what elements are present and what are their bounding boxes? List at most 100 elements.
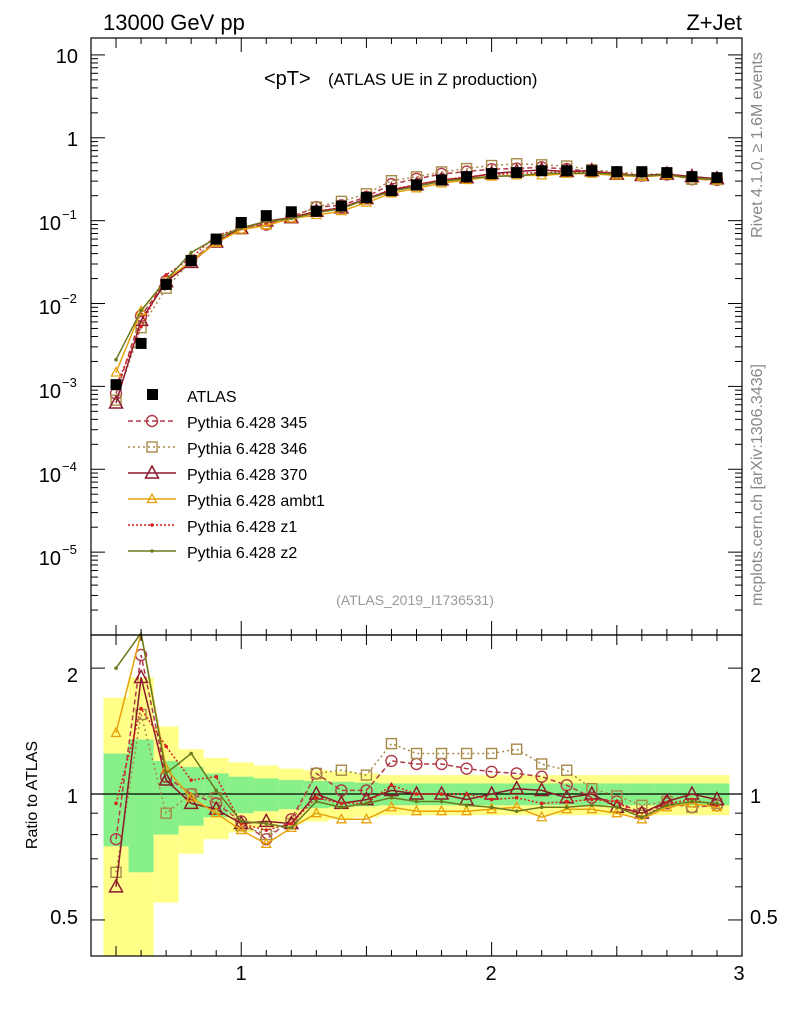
series-point-main <box>108 394 124 409</box>
series-point-ratio <box>636 812 648 824</box>
series-point-ratio <box>383 781 400 797</box>
series-point-ratio <box>310 767 323 780</box>
y-tick-exponent: −4 <box>62 459 77 474</box>
legend-marker <box>146 441 158 453</box>
header-left: 13000 GeV pp <box>103 10 245 35</box>
series-point-main <box>114 357 118 362</box>
series-line-ratio <box>115 654 718 841</box>
legend-marker <box>150 549 154 553</box>
series-point-main <box>260 219 272 230</box>
series-point-ratio <box>108 878 124 893</box>
series-point-ratio <box>715 801 719 806</box>
series-point-ratio <box>389 795 394 800</box>
series-point-ratio <box>439 799 444 804</box>
series-line-ratio <box>115 632 718 845</box>
series-point-ratio <box>464 792 469 796</box>
series-point-ratio <box>335 764 348 776</box>
series-point-ratio <box>164 744 168 749</box>
y-tick-label: 1 <box>67 129 78 151</box>
rivet-version-label: Rivet 4.1.0, ≥ 1.6M events <box>749 52 766 238</box>
series-point-ratio <box>564 805 569 810</box>
axis-ticks <box>91 38 743 956</box>
series-point-ratio <box>110 866 122 878</box>
series-point-ratio <box>360 769 373 781</box>
series-point-ratio <box>460 762 473 775</box>
legend-label: Pythia 6.428 370 <box>187 467 307 484</box>
series-point-ratio <box>665 803 669 808</box>
series-point-ratio <box>335 812 347 824</box>
header-right: Z+Jet <box>686 10 742 35</box>
series-point-ratio <box>536 810 548 822</box>
series-point-main <box>110 366 122 377</box>
series-point-ratio <box>589 797 594 802</box>
series-point-ratio <box>385 800 398 812</box>
legend: ATLAS Pythia 6.428 345 Pythia 6.428 346 … <box>128 389 325 562</box>
series-point-main <box>189 250 193 255</box>
series-line-ratio <box>115 714 718 873</box>
series-point-ratio <box>640 815 644 820</box>
series-point-ratio <box>686 796 698 808</box>
series-point-ratio <box>314 799 319 804</box>
ratio-axis-label: Ratio to ATLAS <box>24 741 41 849</box>
series-point-ratio <box>114 666 118 670</box>
data-point-atlas <box>636 166 648 178</box>
series-point-ratio <box>164 771 168 776</box>
series-point-ratio <box>185 788 197 800</box>
series-line-main <box>115 173 718 373</box>
data-point-atlas <box>486 168 498 180</box>
series-point-ratio <box>189 778 193 782</box>
y-tick-label: 10 <box>39 297 61 319</box>
source-label: mcplots.cern.ch [arXiv:1306.3436] <box>749 364 766 606</box>
data-point-atlas <box>711 172 723 184</box>
series-point-ratio <box>235 823 247 835</box>
series-point-main <box>139 308 143 313</box>
series-point-ratio <box>139 706 143 711</box>
legend-marker <box>144 464 160 479</box>
y-tick-label: 10 <box>39 381 61 403</box>
series-point-ratio <box>489 805 494 810</box>
series-point-ratio <box>433 785 450 800</box>
data-point-atlas <box>135 337 147 349</box>
series-point-ratio <box>258 812 275 828</box>
y-tick-label: 10 <box>39 213 61 235</box>
data-point-atlas <box>335 200 347 212</box>
series-point-ratio <box>214 788 218 793</box>
data-point-atlas <box>185 255 197 267</box>
series-point-ratio <box>385 754 398 768</box>
data-point-atlas <box>686 171 698 183</box>
series-point-ratio <box>339 805 344 810</box>
series-point-main <box>139 324 143 329</box>
y-tick-label: 10 <box>56 46 78 68</box>
legend-marker-atlas <box>147 389 158 400</box>
series-point-ratio <box>561 802 573 814</box>
series-point-ratio <box>510 743 523 755</box>
ratio-tick-label-right: 2 <box>750 665 761 687</box>
ratio-tick-label-right: 0.5 <box>750 907 778 929</box>
series-point-ratio <box>210 806 222 818</box>
y-tick-label: 10 <box>39 548 61 570</box>
main-y-tick-labels: 10 1 10 −1 10 −2 10 −3 10 −4 10 −5 <box>39 46 78 570</box>
x-tick-label: 3 <box>733 963 744 985</box>
series-point-ratio <box>183 794 199 810</box>
x-tick-labels: 1 2 3 <box>235 963 744 985</box>
y-tick-exponent: −5 <box>62 542 77 557</box>
data-point-atlas <box>160 278 172 290</box>
series-point-ratio <box>260 837 272 849</box>
band-inner <box>203 773 229 818</box>
data-point-atlas <box>561 165 573 177</box>
x-tick-label: 2 <box>485 963 496 985</box>
series-point-ratio <box>364 801 369 806</box>
data-point-atlas <box>661 167 673 179</box>
legend-marker <box>150 523 154 527</box>
data-point-atlas <box>586 165 598 177</box>
series-point-ratio <box>414 799 419 804</box>
series-point-ratio <box>410 804 423 816</box>
series-point-ratio <box>264 821 269 826</box>
plot-title: <pT> <box>264 68 311 90</box>
series-point-ratio <box>239 819 244 824</box>
series-point-ratio <box>489 797 494 802</box>
series-point-ratio <box>636 799 648 811</box>
series-point-ratio <box>214 774 218 779</box>
series-point-ratio <box>314 795 319 800</box>
series-point-ratio <box>690 799 694 804</box>
